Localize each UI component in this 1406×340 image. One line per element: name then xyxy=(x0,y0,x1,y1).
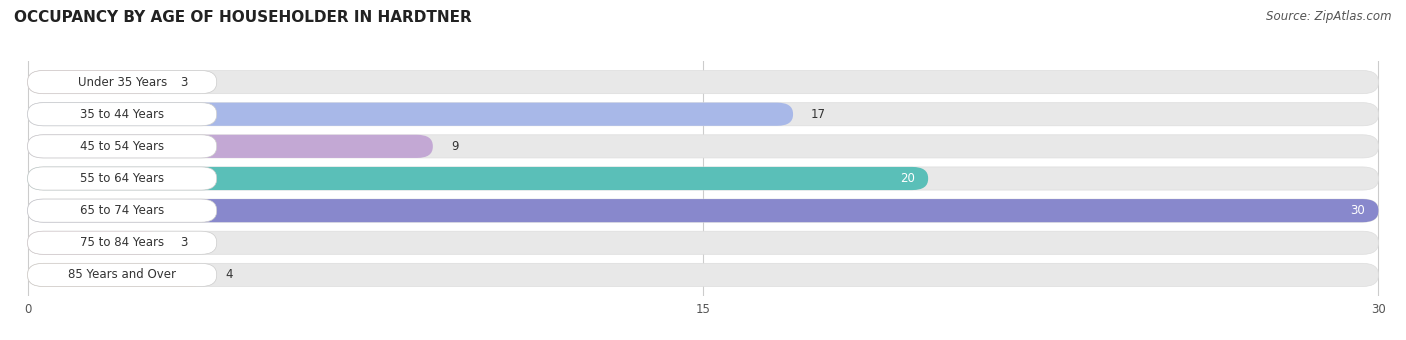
FancyBboxPatch shape xyxy=(28,103,1378,126)
FancyBboxPatch shape xyxy=(28,103,793,126)
FancyBboxPatch shape xyxy=(28,70,163,94)
FancyBboxPatch shape xyxy=(28,231,1378,254)
FancyBboxPatch shape xyxy=(28,231,217,254)
Text: 20: 20 xyxy=(900,172,915,185)
Text: 3: 3 xyxy=(180,236,188,249)
Text: 4: 4 xyxy=(226,268,233,282)
FancyBboxPatch shape xyxy=(28,199,1378,222)
Text: 45 to 54 Years: 45 to 54 Years xyxy=(80,140,165,153)
FancyBboxPatch shape xyxy=(28,264,217,287)
FancyBboxPatch shape xyxy=(28,167,1378,190)
FancyBboxPatch shape xyxy=(28,199,217,222)
FancyBboxPatch shape xyxy=(28,264,1378,287)
FancyBboxPatch shape xyxy=(28,135,217,158)
FancyBboxPatch shape xyxy=(28,135,433,158)
FancyBboxPatch shape xyxy=(28,199,1378,222)
Text: 75 to 84 Years: 75 to 84 Years xyxy=(80,236,165,249)
Text: Source: ZipAtlas.com: Source: ZipAtlas.com xyxy=(1267,10,1392,23)
Text: 30: 30 xyxy=(1350,204,1365,217)
FancyBboxPatch shape xyxy=(28,103,217,126)
Text: OCCUPANCY BY AGE OF HOUSEHOLDER IN HARDTNER: OCCUPANCY BY AGE OF HOUSEHOLDER IN HARDT… xyxy=(14,10,472,25)
FancyBboxPatch shape xyxy=(28,70,1378,94)
Text: 55 to 64 Years: 55 to 64 Years xyxy=(80,172,165,185)
FancyBboxPatch shape xyxy=(28,135,1378,158)
Text: 3: 3 xyxy=(180,75,188,89)
Text: 35 to 44 Years: 35 to 44 Years xyxy=(80,108,165,121)
Text: 9: 9 xyxy=(451,140,458,153)
FancyBboxPatch shape xyxy=(28,167,928,190)
Text: Under 35 Years: Under 35 Years xyxy=(77,75,167,89)
Text: 17: 17 xyxy=(811,108,827,121)
FancyBboxPatch shape xyxy=(28,231,163,254)
FancyBboxPatch shape xyxy=(28,70,217,94)
Text: 85 Years and Over: 85 Years and Over xyxy=(67,268,176,282)
FancyBboxPatch shape xyxy=(28,264,208,287)
FancyBboxPatch shape xyxy=(28,167,217,190)
Text: 65 to 74 Years: 65 to 74 Years xyxy=(80,204,165,217)
